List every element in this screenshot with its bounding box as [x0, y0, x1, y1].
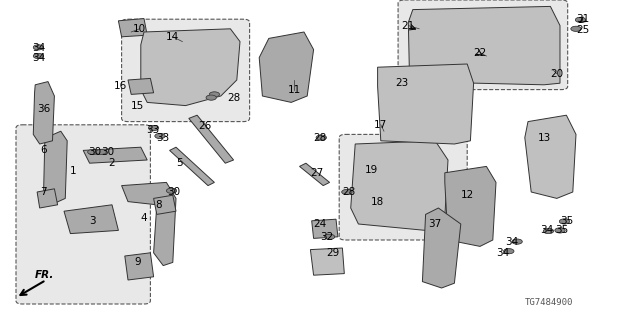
Text: 1: 1: [70, 166, 77, 176]
Circle shape: [342, 189, 352, 195]
Polygon shape: [259, 32, 314, 102]
Text: 31: 31: [576, 14, 589, 24]
Polygon shape: [408, 6, 560, 85]
Text: 6: 6: [40, 145, 47, 156]
Text: 28: 28: [314, 132, 326, 143]
Text: 34: 34: [32, 43, 45, 53]
Text: 30: 30: [168, 187, 180, 197]
Text: 35: 35: [556, 225, 568, 236]
Circle shape: [96, 149, 106, 155]
Text: 17: 17: [374, 120, 387, 130]
Text: 8: 8: [156, 200, 162, 210]
Circle shape: [209, 92, 220, 97]
Circle shape: [155, 133, 165, 139]
Polygon shape: [118, 19, 147, 37]
Text: 9: 9: [134, 257, 141, 268]
FancyBboxPatch shape: [339, 134, 467, 240]
Circle shape: [504, 249, 514, 254]
Circle shape: [148, 125, 159, 131]
Polygon shape: [122, 182, 176, 266]
Polygon shape: [300, 163, 330, 186]
Text: 5: 5: [176, 158, 182, 168]
Text: 30: 30: [101, 147, 114, 157]
Text: 4: 4: [141, 212, 147, 223]
Text: 13: 13: [538, 132, 550, 143]
Text: 23: 23: [396, 78, 408, 88]
Circle shape: [543, 228, 554, 234]
Polygon shape: [141, 29, 240, 106]
Polygon shape: [189, 115, 234, 163]
Polygon shape: [128, 78, 154, 94]
Text: 33: 33: [157, 132, 170, 143]
Polygon shape: [125, 253, 154, 280]
Text: 14: 14: [166, 32, 179, 42]
Polygon shape: [37, 189, 58, 208]
FancyBboxPatch shape: [122, 19, 250, 122]
Text: 35: 35: [560, 216, 573, 226]
Text: 21: 21: [402, 20, 415, 31]
Text: 33: 33: [146, 124, 159, 135]
Polygon shape: [351, 141, 448, 230]
Text: 25: 25: [576, 25, 589, 36]
Text: 16: 16: [114, 81, 127, 92]
Circle shape: [571, 26, 581, 31]
Polygon shape: [525, 115, 576, 198]
Text: TG7484900: TG7484900: [524, 298, 573, 307]
Text: 36: 36: [37, 104, 50, 114]
Circle shape: [559, 219, 570, 224]
Text: 37: 37: [429, 219, 442, 229]
Polygon shape: [83, 147, 147, 163]
Text: 29: 29: [326, 248, 339, 258]
Text: 34: 34: [496, 248, 509, 258]
Circle shape: [88, 149, 98, 155]
Text: 28: 28: [342, 187, 355, 197]
Circle shape: [33, 45, 44, 50]
Polygon shape: [312, 219, 338, 238]
Polygon shape: [378, 64, 474, 144]
Text: 28: 28: [227, 92, 240, 103]
Text: 12: 12: [461, 190, 474, 200]
Text: 24: 24: [314, 219, 326, 229]
Polygon shape: [170, 147, 214, 186]
FancyBboxPatch shape: [16, 125, 150, 304]
Text: 18: 18: [371, 196, 384, 207]
Text: 34: 34: [32, 52, 45, 63]
Circle shape: [324, 234, 335, 239]
Polygon shape: [33, 82, 54, 144]
Text: 27: 27: [310, 168, 323, 178]
Text: 3: 3: [90, 216, 96, 226]
Polygon shape: [422, 208, 461, 288]
FancyBboxPatch shape: [398, 0, 568, 90]
Circle shape: [575, 17, 586, 22]
Text: 10: 10: [133, 24, 146, 34]
Circle shape: [206, 95, 216, 100]
Text: 19: 19: [365, 164, 378, 175]
Polygon shape: [154, 195, 176, 214]
Text: 32: 32: [320, 232, 333, 242]
Text: 34: 34: [541, 225, 554, 236]
Text: 20: 20: [550, 68, 563, 79]
Circle shape: [555, 228, 565, 233]
Circle shape: [33, 53, 44, 59]
Circle shape: [316, 135, 326, 140]
Circle shape: [512, 239, 522, 244]
Text: 26: 26: [198, 121, 211, 132]
Text: 11: 11: [288, 84, 301, 95]
Circle shape: [166, 188, 177, 193]
Polygon shape: [44, 131, 67, 205]
Polygon shape: [64, 205, 118, 234]
Polygon shape: [445, 166, 496, 246]
Polygon shape: [310, 248, 344, 275]
Text: 15: 15: [131, 100, 144, 111]
Text: 2: 2: [109, 158, 115, 168]
Text: FR.: FR.: [35, 270, 54, 280]
Text: 30: 30: [88, 147, 101, 157]
Text: 34: 34: [506, 236, 518, 247]
Text: 22: 22: [474, 48, 486, 58]
Text: 7: 7: [40, 187, 47, 197]
